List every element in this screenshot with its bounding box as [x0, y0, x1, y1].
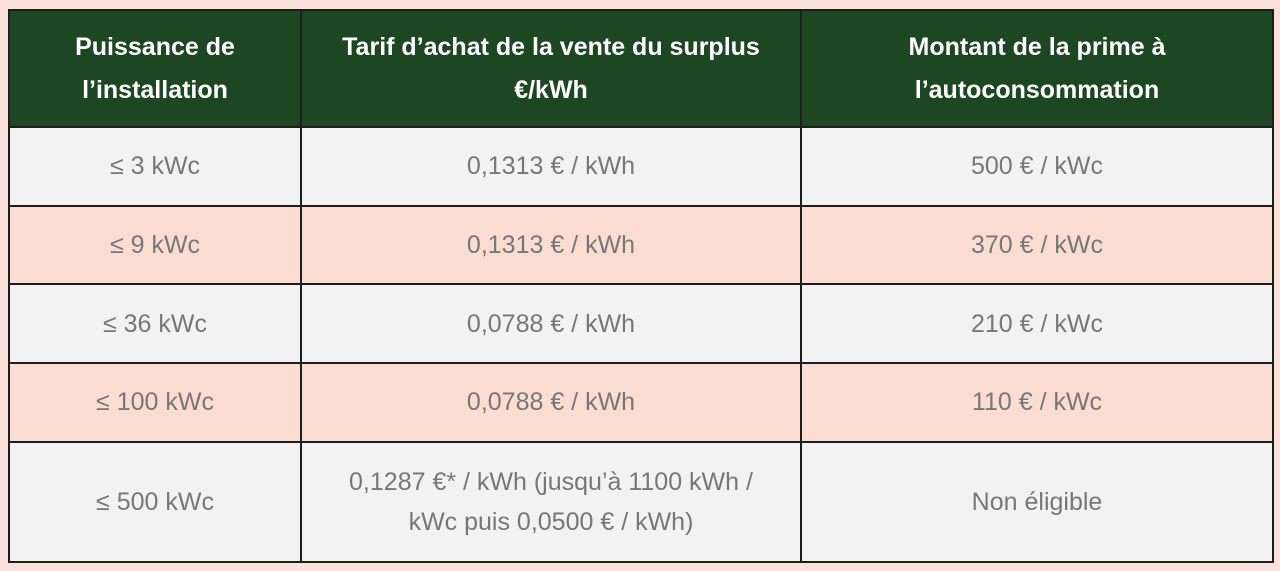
cell-puissance: ≤ 36 kWc: [8, 283, 302, 364]
cell-puissance: ≤ 100 kWc: [8, 361, 302, 443]
cell-prime: 110 € / kWc: [800, 361, 1274, 443]
table-row-36kwc: ≤ 36 kWc 0,0788 € / kWh 210 € / kWc: [8, 283, 1274, 364]
cell-puissance: ≤ 9 kWc: [8, 204, 302, 286]
column-header-prime-autoconsommation: Montant de la prime à l’autoconsommation: [800, 9, 1274, 128]
header-row: Puissance de l’installation Tarif d’acha…: [8, 9, 1274, 128]
cell-tarif: 0,1313 € / kWh: [300, 204, 802, 286]
cell-prime: 370 € / kWc: [800, 204, 1274, 286]
table-row-9kwc: ≤ 9 kWc 0,1313 € / kWh 370 € / kWc: [8, 204, 1274, 286]
cell-tarif: 0,1313 € / kWh: [300, 126, 802, 207]
cell-prime: 210 € / kWc: [800, 283, 1274, 364]
table-header: Puissance de l’installation Tarif d’acha…: [8, 9, 1274, 128]
cell-prime: 500 € / kWc: [800, 126, 1274, 207]
cell-puissance: ≤ 500 kWc: [8, 440, 302, 563]
solar-tariff-table: Puissance de l’installation Tarif d’acha…: [8, 9, 1274, 563]
table-row-3kwc: ≤ 3 kWc 0,1313 € / kWh 500 € / kWc: [8, 126, 1274, 207]
table-row-500kwc: ≤ 500 kWc 0,1287 €* / kWh (jusqu’à 1100 …: [8, 440, 1274, 563]
cell-tarif: 0,0788 € / kWh: [300, 361, 802, 443]
column-header-puissance-installation: Puissance de l’installation: [8, 9, 302, 128]
table-row-100kwc: ≤ 100 kWc 0,0788 € / kWh 110 € / kWc: [8, 361, 1274, 443]
column-header-tarif-achat-surplus: Tarif d’achat de la vente du surplus €/k…: [300, 9, 802, 128]
cell-puissance: ≤ 3 kWc: [8, 126, 302, 207]
cell-tarif: 0,0788 € / kWh: [300, 283, 802, 364]
table-body: ≤ 3 kWc 0,1313 € / kWh 500 € / kWc ≤ 9 k…: [8, 126, 1274, 563]
cell-prime: Non éligible: [800, 440, 1274, 563]
cell-tarif: 0,1287 €* / kWh (jusqu’à 1100 kWh / kWc …: [300, 440, 802, 563]
